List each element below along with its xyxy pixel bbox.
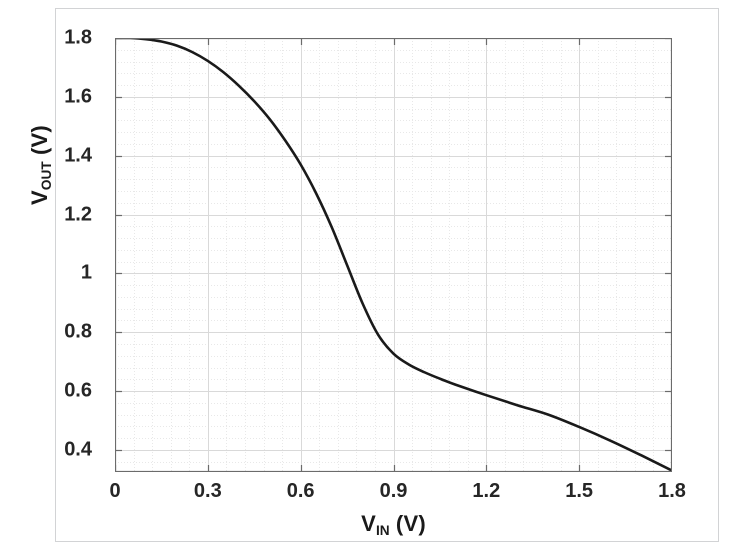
data-curve — [115, 38, 672, 472]
x-tick-label: 0.6 — [286, 480, 315, 502]
y-axis-title-wrapper: VOUT (V) — [20, 55, 60, 275]
x-tick-label-layer: 0 0.3 0.6 0.9 1.2 1.5 1.8 — [109, 480, 685, 510]
y-tick-label: 1.2 — [64, 203, 92, 226]
x-axis-title-wrapper: VIN (V) — [115, 508, 672, 540]
x-tick-label: 1.8 — [658, 480, 686, 502]
axis-box — [115, 38, 672, 472]
x-tick-label: 0 — [109, 480, 121, 502]
y-tick-label: 0.4 — [64, 438, 92, 461]
y-tick-label: 1.6 — [64, 85, 92, 108]
x-tick-label: 1.5 — [565, 480, 594, 502]
plot-svg — [115, 38, 672, 472]
y-axis-title-unit: (V) — [26, 125, 52, 162]
x-axis-title-unit: (V) — [389, 510, 426, 536]
major-gridlines — [115, 38, 672, 472]
y-tick-label-layer: 1.8 1.6 1.4 1.2 1 0.8 0.6 0.4 — [0, 27, 106, 472]
y-axis-title: VOUT (V) — [27, 125, 54, 205]
x-tick-label: 0.9 — [379, 480, 408, 502]
plot-area — [115, 38, 672, 472]
x-axis-title-main: V — [361, 510, 376, 536]
y-axis-title-main: V — [26, 190, 52, 205]
y-tick-label: 1 — [80, 261, 92, 284]
y-tick-label: 1.4 — [64, 144, 92, 167]
y-axis-title-subscript: OUT — [38, 161, 54, 191]
minor-gridlines — [115, 38, 672, 472]
inner-tick-marks — [115, 38, 672, 472]
y-tick-label: 0.8 — [64, 320, 92, 343]
x-axis-title-subscript: IN — [376, 522, 390, 538]
y-tick-label: 0.6 — [64, 379, 92, 402]
x-tick-label: 0.3 — [193, 480, 222, 502]
x-axis-title: VIN (V) — [361, 511, 426, 538]
y-tick-label: 1.8 — [64, 26, 92, 49]
x-tick-label: 1.2 — [472, 480, 501, 502]
